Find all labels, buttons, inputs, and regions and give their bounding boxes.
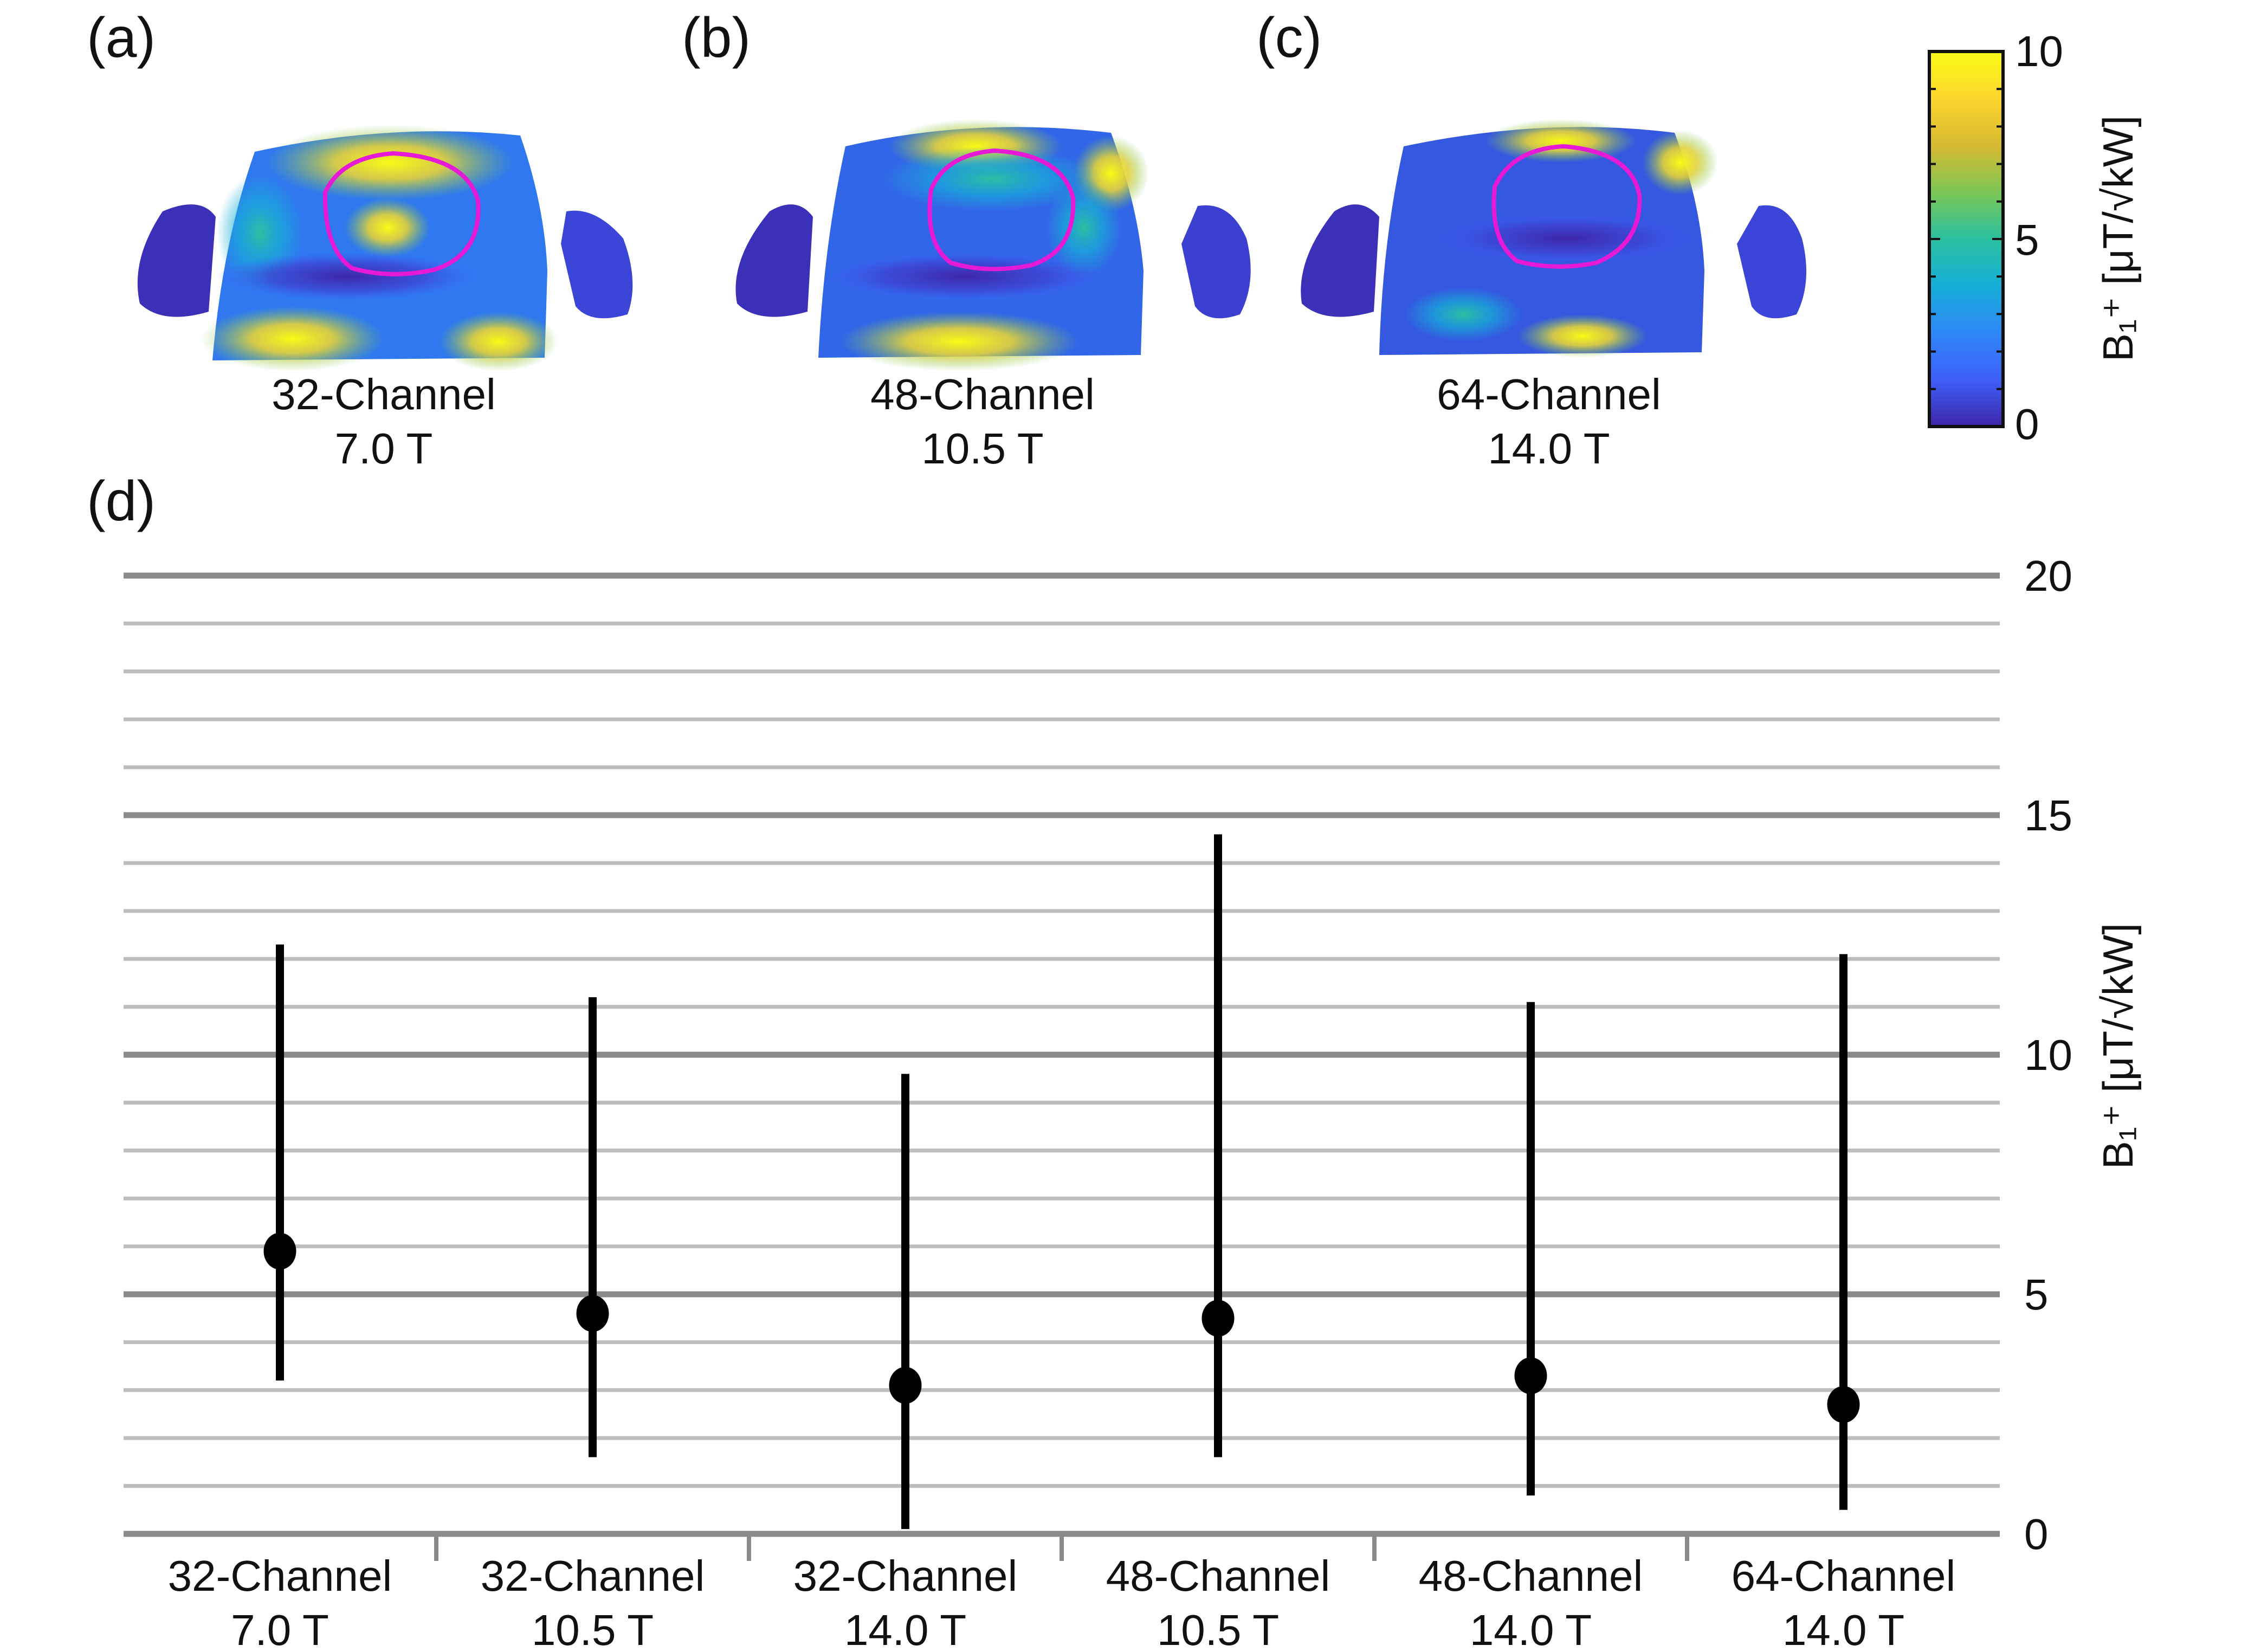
x-tick-label-line2: 14.0 T bbox=[1470, 1606, 1592, 1652]
right-arm-region bbox=[1737, 205, 1806, 319]
colorbar-max-label: 10 bbox=[2015, 27, 2063, 75]
hotspot-top-right bbox=[1642, 130, 1718, 195]
dark-band bbox=[1436, 214, 1696, 263]
map-caption-b-line2: 10.5 T bbox=[921, 424, 1043, 473]
x-tick-label-line2: 10.5 T bbox=[532, 1606, 654, 1652]
mean-point bbox=[1827, 1386, 1860, 1423]
chart-x-axis bbox=[124, 1531, 2000, 1561]
hotspot-bottom-left bbox=[201, 306, 385, 371]
colorbar bbox=[1928, 50, 2005, 428]
y-tick-label: 20 bbox=[2024, 552, 2072, 600]
mean-point bbox=[263, 1232, 296, 1270]
map-caption-a-line2: 7.0 T bbox=[335, 424, 433, 473]
y-tick-label: 0 bbox=[2024, 1510, 2049, 1558]
colorbar-min-label: 0 bbox=[2015, 400, 2039, 448]
x-tick-label-line1: 32-Channel bbox=[168, 1552, 392, 1600]
mean-point bbox=[889, 1366, 922, 1404]
teal-right bbox=[1046, 179, 1122, 276]
panel-label-a: (a) bbox=[87, 7, 156, 69]
mean-point bbox=[576, 1295, 609, 1332]
panel-label-b: (b) bbox=[682, 7, 751, 69]
x-tick-label-line1: 48-Channel bbox=[1419, 1552, 1643, 1600]
teal-bottom-left bbox=[1404, 287, 1523, 341]
hotspot-center bbox=[344, 198, 431, 257]
roi-contour bbox=[322, 151, 481, 276]
map-caption-b-line1: 48-Channel bbox=[870, 370, 1095, 418]
hotspot-bottom bbox=[1517, 314, 1648, 358]
x-tick-label-line1: 48-Channel bbox=[1106, 1552, 1330, 1600]
x-tick-label-line2: 14.0 T bbox=[844, 1606, 966, 1652]
colorbar-ticks bbox=[1929, 50, 2003, 428]
left-arm-region bbox=[1301, 204, 1379, 317]
map-caption-a-line1: 32-Channel bbox=[272, 370, 496, 418]
x-tick-label-line2: 7.0 T bbox=[231, 1606, 329, 1652]
hotspot-bottom-right bbox=[439, 312, 558, 371]
roi-contour bbox=[927, 148, 1076, 272]
colorbar-mid-label: 5 bbox=[2015, 216, 2039, 264]
map-caption-c-line2: 14.0 T bbox=[1488, 424, 1610, 473]
panel-label-c: (c) bbox=[1256, 7, 1322, 69]
right-arm-region bbox=[1181, 205, 1251, 319]
y-tick-label: 15 bbox=[2024, 791, 2072, 840]
b1-map-c bbox=[1301, 119, 1806, 358]
hotspot-top bbox=[266, 125, 515, 201]
chart-y-tick-labels: 0 5 10 15 20 bbox=[2024, 552, 2072, 1558]
right-arm-region bbox=[561, 210, 633, 319]
hotspot-bottom bbox=[840, 312, 1078, 371]
chart-gridlines bbox=[124, 572, 2000, 1488]
dark-band bbox=[824, 252, 1106, 301]
x-tick-label-line1: 32-Channel bbox=[481, 1552, 705, 1600]
x-tick-label-line1: 64-Channel bbox=[1732, 1552, 1956, 1600]
dark-band bbox=[217, 252, 477, 301]
map-caption-c-line1: 64-Channel bbox=[1437, 370, 1661, 418]
mean-point bbox=[1514, 1357, 1547, 1395]
left-arm-region bbox=[735, 204, 813, 317]
mean-point bbox=[1201, 1300, 1235, 1337]
y-tick-label: 5 bbox=[2024, 1270, 2049, 1319]
b1-map-b bbox=[735, 119, 1251, 371]
panel-label-d: (d) bbox=[87, 470, 156, 533]
roi-contour bbox=[1491, 144, 1642, 269]
y-tick-label: 10 bbox=[2024, 1031, 2072, 1079]
colorbar-title: B₁⁺ [μT/√kW] bbox=[2094, 115, 2142, 362]
b1-map-a bbox=[137, 125, 633, 371]
left-arm-region bbox=[137, 204, 216, 317]
chart-x-tick-labels: 32-Channel 7.0 T 32-Channel 10.5 T 32-Channe… bbox=[168, 1552, 1956, 1652]
chart-y-axis-title: B₁⁺ [μT/√kW] bbox=[2094, 923, 2142, 1169]
x-tick-label-line1: 32-Channel bbox=[793, 1552, 1018, 1600]
x-tick-label-line2: 10.5 T bbox=[1157, 1606, 1279, 1652]
hotspot-top bbox=[1485, 119, 1637, 163]
x-tick-label-line2: 14.0 T bbox=[1782, 1606, 1904, 1652]
chart-marks bbox=[263, 834, 1860, 1530]
